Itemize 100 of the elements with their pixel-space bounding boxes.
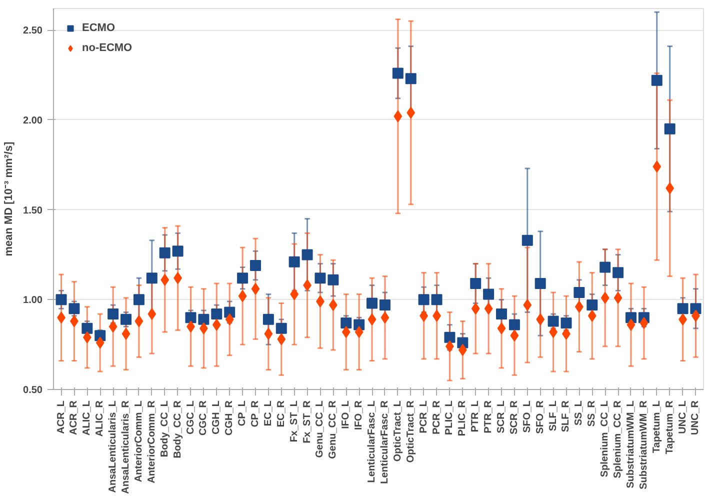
point <box>314 272 326 284</box>
point <box>470 278 482 289</box>
x-tick-label: Body_CC_R <box>172 400 184 458</box>
point <box>366 298 378 309</box>
point <box>340 318 352 329</box>
x-tick-label: PTR_R <box>483 400 494 434</box>
x-tick-label: Splenium_CC_R <box>612 400 624 478</box>
point <box>651 74 662 86</box>
x-tick-label: Tapetum_R <box>664 400 676 454</box>
x-tick-label: OpticTract_L <box>392 400 404 462</box>
legend-label: no-ECMO <box>82 42 132 54</box>
x-tick-label: IFO_R <box>354 400 365 430</box>
point <box>122 328 130 340</box>
x-tick-label: AnsaLenticularis_L <box>108 400 119 493</box>
x-tick-label: SubstriatumWM_L <box>625 400 636 488</box>
point <box>548 316 559 327</box>
x-tick-label: Fx_ST_R <box>302 400 313 444</box>
point <box>354 326 364 338</box>
point <box>379 300 390 311</box>
x-tick-label: SS_R <box>586 400 598 427</box>
point <box>198 314 210 325</box>
point <box>368 313 376 326</box>
point <box>160 274 170 286</box>
y-axis-title: mean MD [10⁻³ mm²/s] <box>3 141 16 256</box>
x-tick-label: PLIC_R <box>457 400 468 436</box>
point <box>224 306 236 318</box>
point <box>108 320 118 333</box>
point <box>497 322 506 334</box>
point <box>250 260 261 271</box>
point <box>586 300 598 311</box>
point <box>380 312 390 324</box>
point <box>444 332 456 343</box>
x-tick-label: PLIC_L <box>444 400 456 435</box>
x-tick-label: SFO_R <box>534 400 546 434</box>
x-tick-label: OpticTract_R <box>405 400 416 463</box>
x-tick-label: AnteriorComm_R <box>146 400 158 484</box>
point <box>652 160 662 173</box>
x-tick-label: CGH_L <box>211 400 222 434</box>
point <box>342 326 350 338</box>
point <box>626 318 636 331</box>
x-tick-label: ALIC_R <box>94 400 106 437</box>
point <box>277 333 286 346</box>
point <box>96 336 104 349</box>
point <box>120 314 132 325</box>
point <box>148 308 156 320</box>
x-tick-label: CP_L <box>237 400 248 426</box>
x-tick-label: Genu_CC_R <box>328 400 339 459</box>
point <box>262 314 274 325</box>
point <box>134 315 144 328</box>
point <box>185 312 196 324</box>
x-tick-label: IFO_L <box>340 400 352 429</box>
x-tick-label: UNC_R <box>690 400 702 435</box>
point <box>418 294 430 306</box>
point <box>237 272 248 284</box>
x-tick-label: CGC_R <box>198 400 210 436</box>
x-tick-label: SLF_R <box>560 400 572 432</box>
point <box>288 256 300 268</box>
point <box>238 290 247 302</box>
point <box>211 308 222 320</box>
point <box>614 292 622 304</box>
legend-label: ECMO <box>82 22 115 34</box>
x-tick-label: PTR_L <box>470 400 482 432</box>
point <box>108 308 119 320</box>
point <box>146 272 158 284</box>
point <box>82 322 93 334</box>
point <box>523 299 532 312</box>
x-tick-label: SCR_L <box>496 400 508 434</box>
x-tick-label: SCR_R <box>508 400 520 434</box>
x-tick-label: CGH_R <box>224 400 236 436</box>
point <box>302 249 313 260</box>
x-tick-label: Splenium_CC_L <box>600 400 611 478</box>
x-tick-label: LenticularFasc_R <box>379 400 390 484</box>
point <box>664 123 676 134</box>
x-tick-label: AnsaLenticularis_R <box>120 400 132 494</box>
point <box>522 234 533 246</box>
x-tick-label: CP_R <box>250 400 261 428</box>
point <box>600 292 610 304</box>
point <box>406 106 416 119</box>
x-tick-label: EC_L <box>262 400 274 426</box>
point <box>431 294 442 306</box>
x-tick-label: Body_CC_L <box>159 400 170 458</box>
point <box>600 262 611 273</box>
x-tick-label: SS_L <box>574 400 585 426</box>
point <box>496 308 508 320</box>
x-tick-label: Genu_CC_L <box>314 400 326 458</box>
point <box>394 110 402 122</box>
point <box>225 313 234 326</box>
point <box>133 294 144 306</box>
point <box>172 246 184 257</box>
y-tick-label: 2.00 <box>23 115 43 126</box>
x-tick-label: ACR_L <box>56 400 67 434</box>
y-tick-label: 2.50 <box>23 26 43 37</box>
point <box>677 303 688 314</box>
x-tick-label: SLF_L <box>548 400 559 432</box>
point <box>328 274 339 286</box>
point <box>212 318 221 331</box>
x-tick-label: SubstriatumWM_R <box>638 400 650 490</box>
point <box>159 247 170 258</box>
point <box>640 317 648 330</box>
y-tick-label: 0.50 <box>23 385 43 396</box>
